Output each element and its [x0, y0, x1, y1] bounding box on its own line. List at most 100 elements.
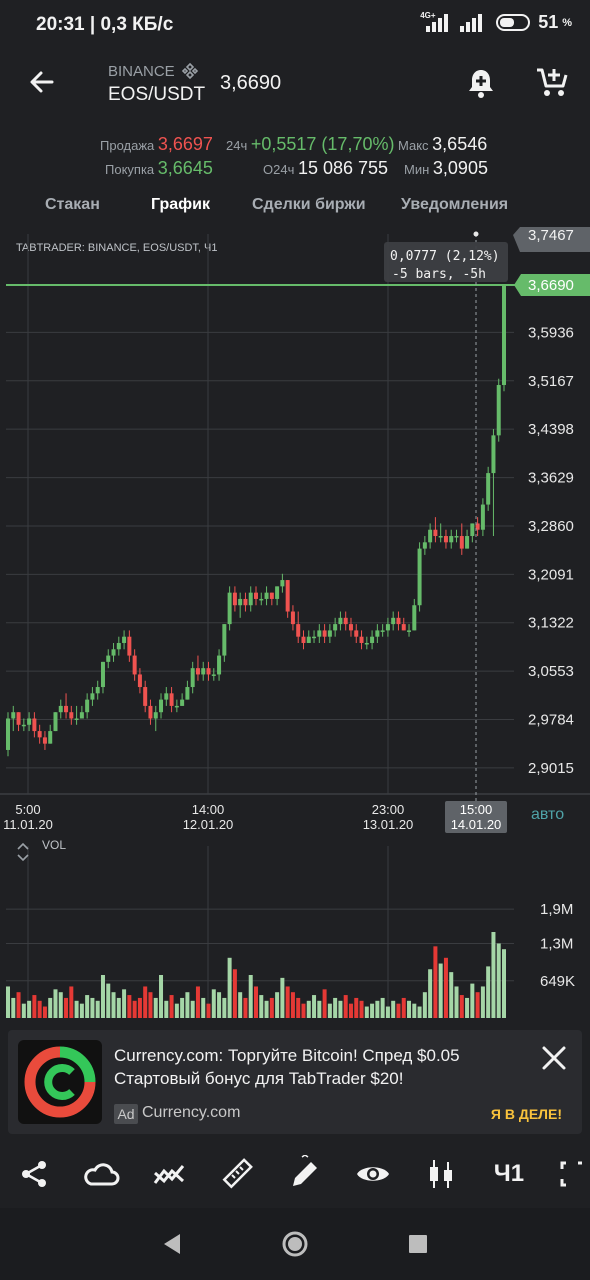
visibility-eye-icon[interactable] [354, 1156, 392, 1192]
candle-body [491, 435, 496, 474]
volume-bar [407, 1000, 412, 1018]
candle-body [148, 705, 153, 719]
timeframe-selector[interactable]: Ч1 [493, 1160, 525, 1187]
volume-bar [348, 1003, 353, 1018]
candle-body [106, 655, 111, 662]
candle-body [64, 705, 69, 713]
exchange-label: BINANCE [108, 62, 175, 80]
candle-body [396, 617, 401, 625]
price-chart[interactable]: TABTRADER: BINANCE, EOS/USDT, Ч1 3,59363… [0, 226, 590, 1026]
add-alert-icon[interactable] [464, 66, 498, 100]
volume-bar [64, 997, 69, 1018]
candle-body [206, 668, 211, 675]
price-tick-label: 3,0553 [528, 663, 574, 680]
change-label: 24ч [226, 138, 248, 153]
candlestick-type-icon[interactable] [422, 1156, 460, 1192]
candle-body [459, 536, 464, 549]
measure-tooltip [384, 242, 508, 282]
volume-bar [370, 1003, 375, 1018]
volume-bar [438, 963, 443, 1018]
volume-tick-label: 649K [540, 973, 575, 990]
chart-source-label: TABTRADER: BINANCE, EOS/USDT, Ч1 [16, 242, 218, 254]
max-label: Макс [398, 138, 429, 153]
volume-bar [159, 975, 164, 1018]
tab-notifications[interactable]: Уведомления [401, 196, 509, 213]
battery-percent: 51 [538, 12, 559, 32]
volume-bar [470, 983, 475, 1018]
candle-body [48, 731, 53, 744]
volume-bar [100, 975, 105, 1018]
candle-body [243, 598, 248, 606]
cursor-date-label: 14.01.20 [451, 817, 502, 832]
candle-body [496, 385, 501, 436]
volume-bar [180, 997, 185, 1018]
draw-pencil-icon[interactable] [286, 1155, 324, 1192]
back-arrow-icon[interactable] [26, 66, 58, 98]
volume-bar [222, 997, 227, 1018]
volume-value: 15 086 755 [297, 158, 389, 178]
candle-body [264, 592, 269, 599]
add-to-cart-icon[interactable] [534, 66, 570, 100]
volume-bar [486, 966, 491, 1018]
cloud-icon[interactable] [82, 1156, 120, 1192]
candle-body [301, 636, 306, 643]
volume-bar [465, 997, 470, 1018]
candle-body [143, 687, 148, 706]
tab-chart[interactable]: График [151, 196, 210, 213]
expand-volume-icon[interactable] [17, 842, 29, 862]
volume-bar [195, 986, 200, 1018]
volume-bar [285, 986, 290, 1018]
min-value: 3,0905 [432, 158, 488, 178]
candle-body [159, 699, 164, 713]
volume-bar [449, 972, 454, 1018]
volume-bars [6, 932, 506, 1018]
buy-value: 3,6645 [157, 158, 213, 178]
volume-bar [164, 1000, 169, 1018]
candle-body [359, 636, 364, 643]
candle-body [375, 630, 380, 637]
candle-body [412, 605, 417, 631]
price-tick-label: 3,5167 [528, 373, 574, 390]
sell-label: Продажа [100, 138, 155, 153]
volume-bar [317, 1000, 322, 1018]
candle-body [380, 630, 385, 632]
candle-body [322, 630, 327, 637]
volume-bar [211, 989, 216, 1018]
candle-body [348, 624, 353, 631]
volume-bar [148, 992, 153, 1018]
auto-scale-toggle[interactable]: авто [531, 806, 564, 823]
fullscreen-icon[interactable] [560, 1156, 590, 1192]
volume-bar [254, 986, 258, 1018]
tab-exchange-trades[interactable]: Сделки биржи [252, 196, 366, 213]
volume-bar [343, 995, 348, 1018]
candle-body [238, 598, 243, 606]
candle-body [343, 617, 348, 625]
volume-bar [333, 997, 338, 1018]
ad-cta-button[interactable]: Я В ДЕЛЕ! [490, 1106, 562, 1122]
volume-bar [74, 1000, 79, 1018]
volume-bar [227, 957, 232, 1018]
candle-body [169, 693, 174, 706]
ad-domain: Currency.com [142, 1104, 241, 1121]
nav-home-icon[interactable] [279, 1228, 311, 1260]
nav-recents-icon[interactable] [402, 1228, 434, 1260]
candle-body [116, 642, 121, 650]
volume-bar [491, 932, 496, 1018]
ad-title: Currency.com: Торгуйте Bitcoin! Спред $0… [114, 1046, 460, 1088]
ruler-icon[interactable] [218, 1156, 256, 1192]
volume-bar [169, 995, 174, 1018]
change-stat: 24ч +0,5517 (17,70%) [226, 134, 394, 155]
nav-back-icon[interactable] [156, 1228, 188, 1260]
volume-bar [391, 1000, 396, 1018]
ad-banner[interactable]: Currency.com: Торгуйте Bitcoin! Спред $0… [8, 1030, 582, 1134]
volume-bar [79, 1003, 84, 1018]
candle-body [201, 668, 206, 675]
volume-bar [428, 969, 433, 1018]
tab-orderbook[interactable]: Стакан [45, 196, 100, 213]
volume-bar [380, 997, 385, 1018]
share-icon[interactable] [15, 1156, 53, 1192]
volume-bar [95, 1000, 100, 1018]
volume-bar [21, 1003, 26, 1018]
close-icon[interactable] [540, 1044, 568, 1072]
indicators-icon[interactable] [150, 1156, 188, 1192]
